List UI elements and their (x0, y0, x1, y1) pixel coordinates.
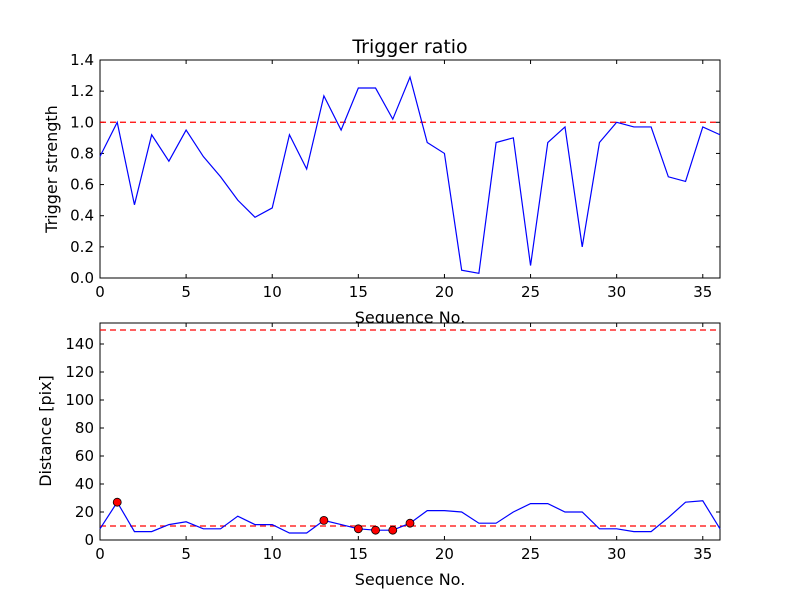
distance-panel: Sequence No. Distance [pix] 0 5 10 15 20 25 30… (36, 322, 721, 589)
top-x-tick-label: 35 (693, 283, 712, 301)
top-x-tick-label: 25 (521, 283, 540, 301)
top-x-axis-label: Sequence No. (355, 308, 466, 327)
top-x-tick-label: 5 (181, 283, 191, 301)
bottom-data-marker (112, 497, 122, 507)
bottom-data-marker (405, 518, 415, 528)
top-y-tick-label: 0.0 (70, 269, 94, 287)
top-y-axis-label: Trigger strength (42, 105, 61, 234)
bottom-y-tick-label: 140 (65, 335, 94, 353)
bottom-x-tick-label: 35 (693, 545, 712, 563)
top-series-line (99, 75, 721, 275)
top-y-tick-label: 1.0 (70, 113, 94, 131)
bottom-x-tick-label: 5 (181, 545, 191, 563)
top-y-tick-label: 1.2 (70, 82, 94, 100)
bottom-y-axis-label: Distance [pix] (36, 375, 55, 487)
top-x-tick-label: 10 (263, 283, 282, 301)
top-chart-title: Trigger ratio (351, 36, 467, 58)
bottom-x-axis-label: Sequence No. (355, 570, 466, 589)
top-y-tick-label: 0.6 (70, 176, 94, 194)
bottom-y-tick-label: 60 (75, 447, 94, 465)
bottom-x-tick-label: 30 (607, 545, 626, 563)
bottom-y-tick-label: 40 (75, 475, 94, 493)
bottom-x-tick-label: 20 (435, 545, 454, 563)
top-y-tick-label: 0.4 (70, 207, 94, 225)
bottom-y-tick-label: 80 (75, 419, 94, 437)
top-x-tick-label: 15 (349, 283, 368, 301)
bottom-data-marker (371, 525, 380, 535)
bottom-plot-area (99, 322, 721, 541)
top-plot-area (99, 59, 721, 279)
trigger-ratio-panel: Trigger ratio Sequence No. Trigger stren… (42, 36, 721, 327)
bottom-y-tick-label: 20 (75, 503, 94, 521)
bottom-y-tick-label: 0 (84, 531, 94, 549)
bottom-y-tick-label: 100 (65, 391, 94, 409)
top-x-tick-label: 30 (607, 283, 626, 301)
bottom-data-marker (319, 516, 329, 525)
bottom-x-tick-label: 25 (521, 545, 540, 563)
bottom-data-marker (353, 524, 363, 534)
top-y-tick-label: 1.4 (70, 51, 94, 69)
bottom-data-marker (388, 525, 398, 535)
top-x-tick-label: 0 (95, 283, 105, 301)
bottom-x-tick-label: 10 (263, 545, 282, 563)
top-x-tick-label: 20 (435, 283, 454, 301)
top-y-tick-label: 0.2 (70, 238, 94, 256)
bottom-x-tick-label: 0 (95, 545, 105, 563)
top-y-tick-label: 0.8 (70, 144, 94, 162)
bottom-x-tick-label: 15 (349, 545, 368, 563)
bottom-y-tick-label: 120 (65, 363, 94, 381)
